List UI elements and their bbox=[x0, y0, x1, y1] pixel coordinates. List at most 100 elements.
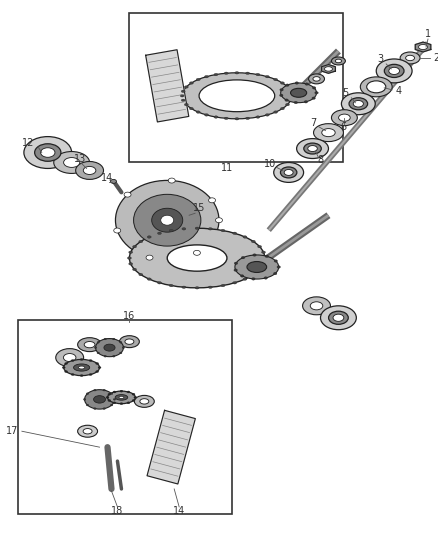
Ellipse shape bbox=[312, 87, 316, 89]
Ellipse shape bbox=[133, 245, 137, 248]
Ellipse shape bbox=[129, 251, 133, 254]
Ellipse shape bbox=[240, 274, 244, 277]
Text: 12: 12 bbox=[22, 138, 34, 148]
Text: 10: 10 bbox=[264, 159, 276, 169]
Ellipse shape bbox=[104, 338, 106, 340]
Ellipse shape bbox=[280, 107, 284, 110]
Ellipse shape bbox=[247, 262, 267, 272]
Ellipse shape bbox=[297, 139, 328, 158]
Ellipse shape bbox=[62, 367, 65, 368]
Ellipse shape bbox=[289, 99, 293, 101]
Ellipse shape bbox=[289, 90, 293, 93]
Ellipse shape bbox=[314, 124, 343, 142]
Ellipse shape bbox=[181, 99, 185, 101]
Ellipse shape bbox=[120, 390, 123, 392]
Text: 14: 14 bbox=[101, 173, 113, 183]
Ellipse shape bbox=[341, 93, 375, 115]
Ellipse shape bbox=[108, 400, 111, 401]
Ellipse shape bbox=[127, 257, 131, 259]
Ellipse shape bbox=[116, 180, 219, 260]
Ellipse shape bbox=[321, 306, 357, 330]
Polygon shape bbox=[146, 50, 189, 122]
Ellipse shape bbox=[419, 45, 427, 50]
Text: 1: 1 bbox=[425, 29, 431, 39]
Ellipse shape bbox=[106, 397, 109, 398]
Ellipse shape bbox=[235, 255, 279, 279]
Ellipse shape bbox=[252, 278, 255, 280]
Text: 18: 18 bbox=[111, 506, 124, 516]
Ellipse shape bbox=[85, 390, 114, 409]
Ellipse shape bbox=[332, 110, 357, 126]
Ellipse shape bbox=[120, 352, 122, 354]
Ellipse shape bbox=[235, 118, 239, 120]
Ellipse shape bbox=[147, 278, 151, 280]
Ellipse shape bbox=[129, 228, 265, 288]
Ellipse shape bbox=[241, 256, 245, 259]
Ellipse shape bbox=[196, 78, 200, 81]
Ellipse shape bbox=[78, 338, 102, 352]
Ellipse shape bbox=[313, 77, 320, 81]
Ellipse shape bbox=[169, 284, 173, 287]
Ellipse shape bbox=[71, 360, 74, 361]
Ellipse shape bbox=[195, 227, 199, 230]
Ellipse shape bbox=[215, 217, 223, 223]
Ellipse shape bbox=[376, 59, 412, 83]
Text: 8: 8 bbox=[318, 156, 324, 165]
Ellipse shape bbox=[132, 400, 135, 401]
Ellipse shape bbox=[332, 57, 346, 65]
Text: 13: 13 bbox=[74, 154, 86, 164]
Ellipse shape bbox=[221, 229, 225, 232]
Ellipse shape bbox=[124, 192, 131, 197]
Ellipse shape bbox=[274, 260, 278, 262]
Ellipse shape bbox=[110, 404, 113, 406]
Ellipse shape bbox=[110, 180, 117, 183]
Ellipse shape bbox=[195, 287, 199, 289]
Bar bbox=[129, 13, 343, 163]
Ellipse shape bbox=[86, 393, 89, 394]
Ellipse shape bbox=[168, 178, 175, 183]
Ellipse shape bbox=[322, 128, 335, 136]
Ellipse shape bbox=[243, 236, 247, 238]
Ellipse shape bbox=[139, 240, 143, 243]
Ellipse shape bbox=[265, 114, 269, 116]
Ellipse shape bbox=[78, 425, 98, 437]
Ellipse shape bbox=[308, 146, 317, 151]
Ellipse shape bbox=[273, 272, 277, 275]
Ellipse shape bbox=[199, 80, 275, 112]
Ellipse shape bbox=[103, 408, 106, 409]
Ellipse shape bbox=[80, 375, 83, 377]
Ellipse shape bbox=[400, 52, 420, 64]
Ellipse shape bbox=[95, 362, 99, 365]
Ellipse shape bbox=[113, 356, 115, 357]
Ellipse shape bbox=[95, 338, 124, 357]
Ellipse shape bbox=[95, 370, 99, 373]
Ellipse shape bbox=[94, 347, 97, 349]
Ellipse shape bbox=[208, 286, 212, 288]
Ellipse shape bbox=[290, 94, 293, 97]
Ellipse shape bbox=[161, 215, 174, 225]
Ellipse shape bbox=[103, 389, 106, 391]
Ellipse shape bbox=[158, 232, 162, 235]
Polygon shape bbox=[321, 64, 336, 74]
Ellipse shape bbox=[140, 399, 149, 404]
Ellipse shape bbox=[115, 394, 128, 400]
Ellipse shape bbox=[280, 88, 283, 91]
Text: 16: 16 bbox=[123, 311, 135, 321]
Ellipse shape bbox=[80, 359, 83, 360]
Ellipse shape bbox=[290, 88, 307, 98]
Ellipse shape bbox=[261, 263, 265, 265]
Ellipse shape bbox=[221, 284, 225, 287]
Ellipse shape bbox=[83, 399, 86, 400]
Ellipse shape bbox=[113, 338, 115, 340]
Ellipse shape bbox=[120, 402, 123, 405]
Ellipse shape bbox=[139, 273, 143, 276]
Ellipse shape bbox=[246, 72, 250, 75]
Text: 5: 5 bbox=[342, 88, 349, 98]
Ellipse shape bbox=[189, 82, 193, 84]
Ellipse shape bbox=[281, 83, 317, 103]
Ellipse shape bbox=[256, 74, 260, 76]
Ellipse shape bbox=[233, 281, 237, 284]
Ellipse shape bbox=[125, 339, 134, 344]
Ellipse shape bbox=[184, 103, 188, 106]
Ellipse shape bbox=[65, 370, 67, 373]
